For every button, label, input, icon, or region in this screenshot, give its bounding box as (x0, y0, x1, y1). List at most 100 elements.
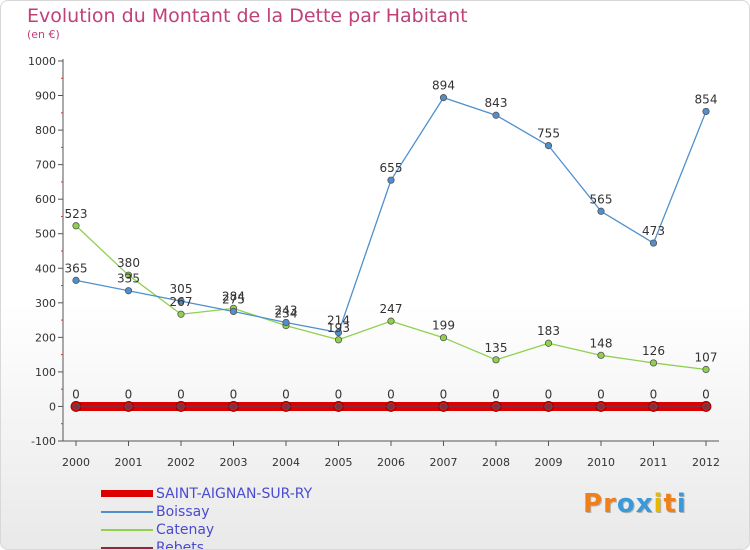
x-tick-label: 2001 (115, 456, 143, 469)
data-label: 843 (485, 96, 508, 110)
data-point (387, 317, 395, 325)
data-label: 214 (327, 314, 350, 328)
data-point (544, 402, 553, 411)
y-tick-label: 800 (35, 124, 56, 137)
data-label: 565 (590, 192, 613, 206)
data-label: 234 (275, 307, 298, 321)
data-point (124, 402, 133, 411)
x-tick-label: 2006 (377, 456, 405, 469)
data-point (387, 402, 395, 411)
data-label: 365 (65, 261, 88, 275)
proxiti-logo: Proxiti (583, 489, 687, 519)
data-label: 275 (222, 292, 245, 306)
data-label: 284 (222, 289, 245, 303)
data-point (334, 328, 343, 337)
data-point (492, 402, 500, 411)
data-point (177, 310, 185, 318)
data-point (649, 359, 658, 367)
data-label: 0 (177, 387, 185, 401)
data-label: 335 (117, 272, 140, 286)
data-point (177, 402, 185, 411)
data-point (439, 402, 448, 411)
data-label: 854 (695, 92, 718, 106)
data-point (229, 402, 238, 411)
series-rebets (72, 402, 710, 411)
data-point (597, 402, 605, 411)
data-point (72, 222, 80, 230)
data-label: 107 (695, 350, 718, 364)
x-tick-label: 2002 (167, 456, 195, 469)
data-point (124, 287, 133, 295)
x-tick-label: 2005 (325, 456, 353, 469)
y-tick-label: 900 (35, 90, 56, 103)
data-point (229, 307, 238, 316)
x-tick-label: 2000 (62, 456, 90, 469)
data-point (439, 94, 448, 102)
legend-label: Rebets (156, 540, 204, 550)
data-point (124, 271, 133, 279)
data-point (334, 402, 343, 411)
y-tick-label: 100 (35, 366, 56, 379)
data-label: 148 (590, 336, 613, 350)
data-point (177, 297, 185, 305)
data-label: 380 (117, 256, 140, 270)
y-tick-label: 200 (35, 331, 56, 344)
data-label: 193 (327, 321, 350, 335)
x-tick-label: 2008 (482, 456, 510, 469)
legend-swatch (101, 511, 153, 513)
data-label: 0 (282, 387, 290, 401)
data-point (492, 111, 500, 119)
x-tick-label: 2011 (640, 456, 668, 469)
y-tick-label: -100 (31, 435, 56, 448)
data-label: 0 (387, 387, 395, 401)
data-label: 523 (65, 207, 88, 221)
x-tick-label: 2003 (220, 456, 248, 469)
data-point (334, 336, 343, 344)
data-label: 267 (170, 295, 193, 309)
data-point (702, 402, 710, 411)
data-label: 0 (492, 387, 500, 401)
data-label: 0 (72, 387, 80, 401)
x-tick-label: 2004 (272, 456, 300, 469)
y-tick-label: 0 (49, 400, 56, 413)
data-label: 0 (650, 387, 658, 401)
line-chart: -100010020030040050060070080090010002000… (28, 55, 720, 469)
data-point (492, 356, 500, 364)
series-catenay (72, 222, 710, 374)
data-label: 126 (642, 344, 665, 358)
data-label: 183 (537, 324, 560, 338)
data-label: 0 (230, 387, 238, 401)
data-point (702, 365, 710, 374)
data-label: 0 (702, 387, 710, 401)
y-tick-label: 1000 (28, 55, 56, 68)
data-label: 243 (275, 304, 298, 318)
x-tick-label: 2010 (587, 456, 615, 469)
data-point (282, 402, 290, 411)
legend-swatch (101, 547, 153, 549)
data-point (387, 176, 395, 184)
x-tick-label: 2007 (430, 456, 458, 469)
x-tick-label: 2012 (692, 456, 720, 469)
data-point (72, 402, 80, 411)
data-point (72, 276, 80, 284)
legend-label: Catenay (156, 522, 215, 538)
legend-swatch (101, 529, 153, 531)
data-label: 0 (545, 387, 553, 401)
data-label: 755 (537, 127, 560, 141)
data-label: 894 (432, 79, 455, 93)
legend-label: Boissay (156, 504, 210, 520)
data-point (597, 351, 605, 359)
x-tick-label: 2009 (535, 456, 563, 469)
legend-label: SAINT-AIGNAN-SUR-RY (156, 486, 313, 502)
data-label: 0 (597, 387, 605, 401)
data-label: 247 (380, 302, 403, 316)
legend-swatch (101, 490, 153, 497)
data-label: 305 (170, 282, 193, 296)
data-label: 655 (380, 161, 403, 175)
data-point (649, 239, 658, 247)
chart-subtitle: (en €) (27, 28, 60, 41)
data-label: 199 (432, 319, 455, 333)
data-label: 0 (335, 387, 343, 401)
data-point (597, 207, 605, 215)
